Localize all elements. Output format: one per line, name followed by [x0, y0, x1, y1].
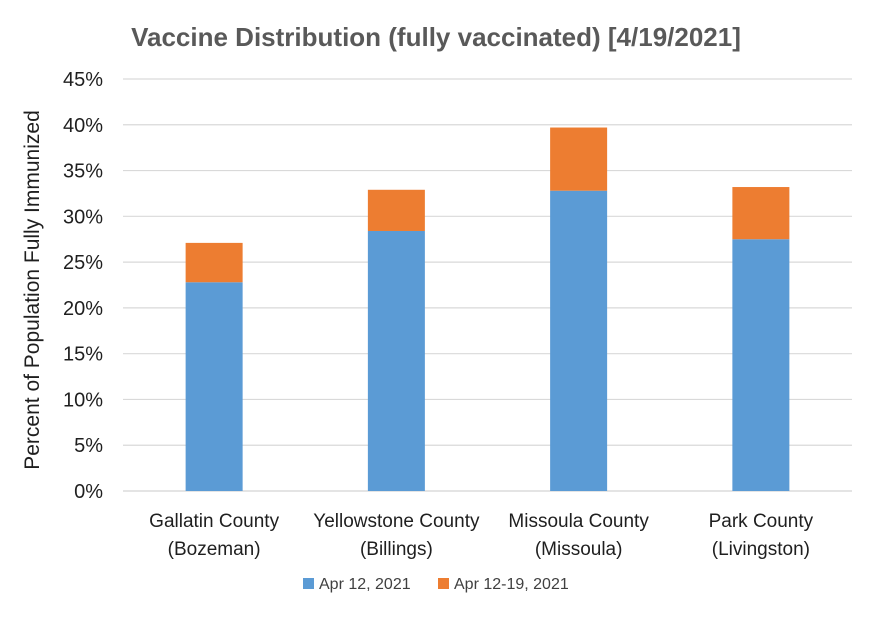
y-tick-label: 40%	[63, 115, 103, 137]
gridlines	[123, 78, 852, 492]
y-tick-label: 15%	[63, 344, 103, 366]
legend-label: Apr 12-19, 2021	[454, 576, 569, 593]
x-tick-label: (Livingston)	[712, 539, 810, 560]
x-tick-label: Gallatin County	[149, 511, 279, 532]
y-tick-label: 30%	[63, 206, 103, 228]
y-axis-ticks: 0% 5% 10% 15% 20% 25% 30% 35% 40% 45%	[63, 69, 103, 503]
legend: Apr 12, 2021 Apr 12-19, 2021	[303, 576, 569, 593]
bars	[185, 127, 790, 491]
x-tick-label: Missoula County	[508, 511, 649, 532]
y-tick-label: 35%	[63, 161, 103, 183]
y-axis-label: Percent of Population Fully Immunized	[21, 110, 44, 470]
bar-apr-12-19-0	[185, 242, 243, 283]
bar-apr-12-1	[367, 230, 425, 491]
chart-title: Vaccine Distribution (fully vaccinated) …	[131, 22, 741, 52]
bar-apr-12-19-1	[367, 189, 425, 231]
y-tick-label: 45%	[63, 69, 103, 91]
x-tick-label: Yellowstone County	[313, 511, 480, 532]
y-tick-label: 10%	[63, 389, 103, 411]
legend-swatch	[438, 578, 449, 589]
y-tick-label: 25%	[63, 252, 103, 274]
bar-apr-12-19-2	[550, 127, 608, 191]
x-tick-label: (Missoula)	[535, 539, 623, 560]
x-axis-ticks: Gallatin County (Bozeman) Yellowstone Coun…	[149, 511, 813, 560]
legend-label: Apr 12, 2021	[319, 576, 411, 593]
x-tick-label: (Billings)	[360, 539, 433, 560]
y-tick-label: 5%	[74, 435, 103, 457]
x-tick-label: Park County	[709, 511, 814, 532]
legend-swatch	[303, 578, 314, 589]
y-tick-label: 0%	[74, 481, 103, 503]
bar-apr-12-2	[550, 190, 608, 491]
x-tick-label: (Bozeman)	[168, 539, 261, 560]
bar-apr-12-19-3	[732, 187, 790, 240]
bar-apr-12-0	[185, 282, 243, 491]
y-tick-label: 20%	[63, 298, 103, 320]
bar-apr-12-3	[732, 239, 790, 491]
